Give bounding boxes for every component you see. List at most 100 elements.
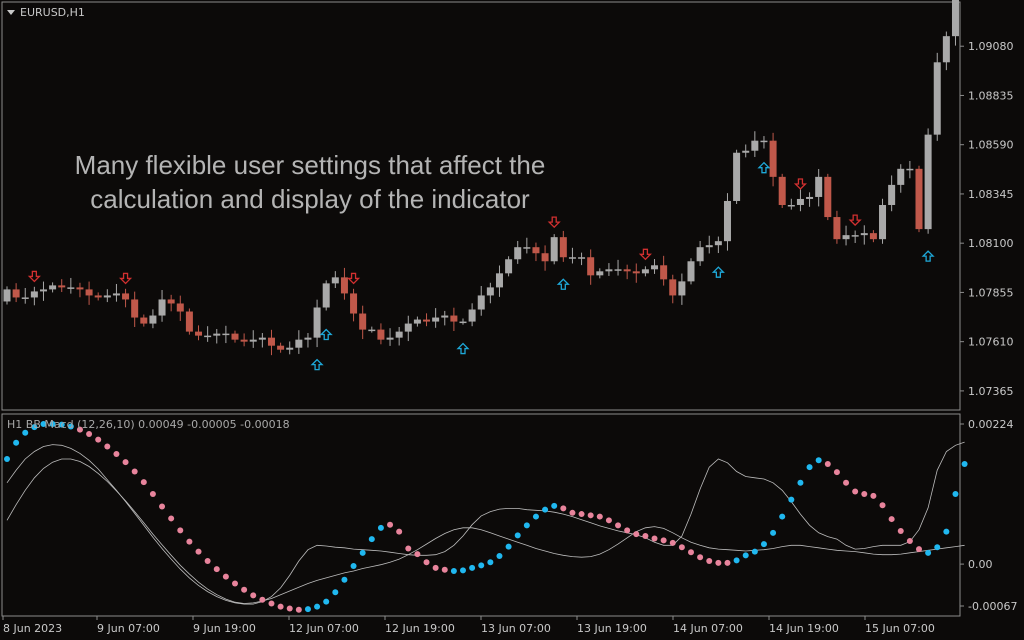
macd-dot <box>405 545 412 552</box>
candle-body <box>787 204 795 207</box>
macd-dot <box>76 426 83 433</box>
macd-dot <box>587 512 594 519</box>
price-tick-label: 1.07365 <box>968 385 1014 398</box>
up-arrow-icon <box>757 161 771 174</box>
macd-dot <box>897 527 904 534</box>
candle-body <box>432 317 440 322</box>
chart-menu-triangle-icon[interactable] <box>7 10 15 15</box>
down-arrow-icon <box>848 214 862 227</box>
candle-body <box>541 253 549 262</box>
up-arrow-icon <box>319 328 333 341</box>
macd-dot <box>159 503 166 510</box>
candle-body <box>477 295 485 310</box>
time-tick-label: 13 Jun 19:00 <box>577 622 647 635</box>
candle-body <box>67 287 75 289</box>
macd-dot <box>377 524 384 531</box>
price-tick-label: 1.08345 <box>968 188 1014 201</box>
down-arrow-icon <box>638 248 652 261</box>
macd-dot <box>131 468 138 475</box>
macd-dot <box>368 536 375 543</box>
macd-dot <box>295 606 302 613</box>
macd-dot <box>532 513 539 520</box>
candle-body <box>924 134 932 230</box>
macd-dot <box>523 522 530 529</box>
signal-arrows-layer <box>27 161 935 371</box>
macd-dot <box>432 564 439 571</box>
macd-dot <box>688 549 694 556</box>
candle-body <box>249 339 257 342</box>
candle-body <box>12 289 20 298</box>
main-panel[interactable]: 1.09080 1.08835 1.08590 1.08345 1.08100 1.078… <box>1 0 1014 411</box>
candle-body <box>869 233 877 240</box>
candle-body <box>915 168 923 230</box>
macd-dot <box>314 603 321 610</box>
candle-body <box>204 335 212 338</box>
candle-body <box>359 313 367 330</box>
macd-dot <box>605 517 612 524</box>
candle-body <box>39 289 47 292</box>
candle-body <box>614 269 622 271</box>
macd-dot <box>13 439 20 446</box>
macd-dot <box>168 515 175 522</box>
candle-body <box>459 321 467 324</box>
candle-body <box>687 261 695 282</box>
candle-body <box>587 257 595 276</box>
price-tick-label: 1.09080 <box>968 40 1014 53</box>
candle-body <box>350 293 358 314</box>
candle-body <box>112 293 120 296</box>
macd-dot <box>505 543 512 550</box>
macd-dot <box>651 535 658 542</box>
macd-dot <box>67 423 74 430</box>
candle-body <box>705 245 713 248</box>
candle-body <box>131 299 139 318</box>
candle-body <box>122 293 130 300</box>
macd-dot <box>113 451 120 458</box>
macd-dot <box>934 544 941 551</box>
macd-dot <box>861 491 868 498</box>
candle-body <box>742 150 750 153</box>
candle-body <box>578 257 586 259</box>
candle-body <box>240 339 248 342</box>
time-tick-label: 12 Jun 07:00 <box>289 622 359 635</box>
indicator-tick-label: 0.00 <box>968 558 993 571</box>
candle-body <box>632 271 640 274</box>
candle-body <box>942 36 950 63</box>
macd-dot <box>633 531 640 538</box>
candles-layer <box>3 0 959 356</box>
candle-body <box>568 257 576 259</box>
macd-dot <box>542 506 549 513</box>
macd-dot <box>323 598 330 605</box>
candle-body <box>386 337 394 340</box>
bands-layer <box>6 441 965 605</box>
macd-dot <box>925 549 932 556</box>
candle-body <box>623 269 631 272</box>
candle-body <box>806 196 814 199</box>
candle-body <box>760 140 768 143</box>
indicator-panel[interactable]: 0.00224 0.00 -0.00067 <box>1 413 1017 617</box>
macd-dot <box>268 600 275 607</box>
symbol-title: EURUSD,H1 <box>20 6 85 19</box>
candle-body <box>450 315 458 322</box>
down-arrow-icon <box>27 270 41 283</box>
macd-dot <box>450 567 457 574</box>
candle-body <box>888 184 896 205</box>
main-panel-frame <box>1 1 961 411</box>
candle-body <box>322 283 330 308</box>
macd-dot <box>751 548 758 555</box>
candle-body <box>176 303 184 312</box>
upper-band-line <box>6 441 965 605</box>
macd-dot <box>806 464 813 471</box>
candle-body <box>514 247 522 260</box>
candle-body <box>860 233 868 236</box>
candle-body <box>140 317 148 324</box>
macd-dot <box>140 479 147 486</box>
candle-body <box>185 311 193 332</box>
candle-body <box>304 337 312 340</box>
time-tick-label: 8 Jun 2023 <box>3 622 62 635</box>
macd-dot <box>213 566 220 573</box>
candle-body <box>641 269 649 274</box>
up-arrow-icon <box>556 278 570 290</box>
macd-dot <box>715 559 722 566</box>
candle-body <box>423 319 431 322</box>
